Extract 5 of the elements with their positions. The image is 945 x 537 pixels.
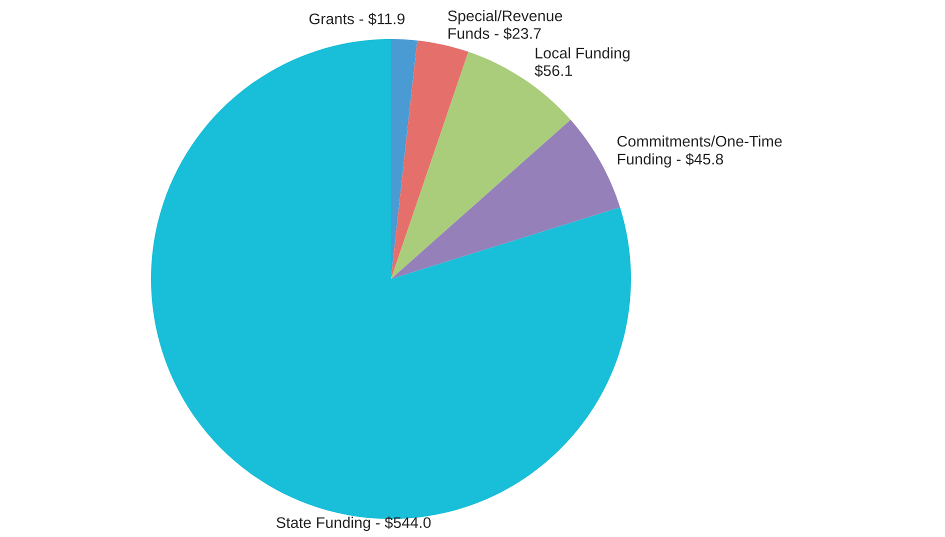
slice-label: Local Funding $56.1 (534, 47, 630, 77)
slice-label: State Funding - $544.0 (276, 516, 431, 532)
slice-label: Special/Revenue Funds - $23.7 (448, 10, 562, 40)
slice-label: Commitments/One-Time Funding - $45.8 (617, 135, 782, 168)
slice-label: Grants - $11.9 (309, 12, 404, 26)
